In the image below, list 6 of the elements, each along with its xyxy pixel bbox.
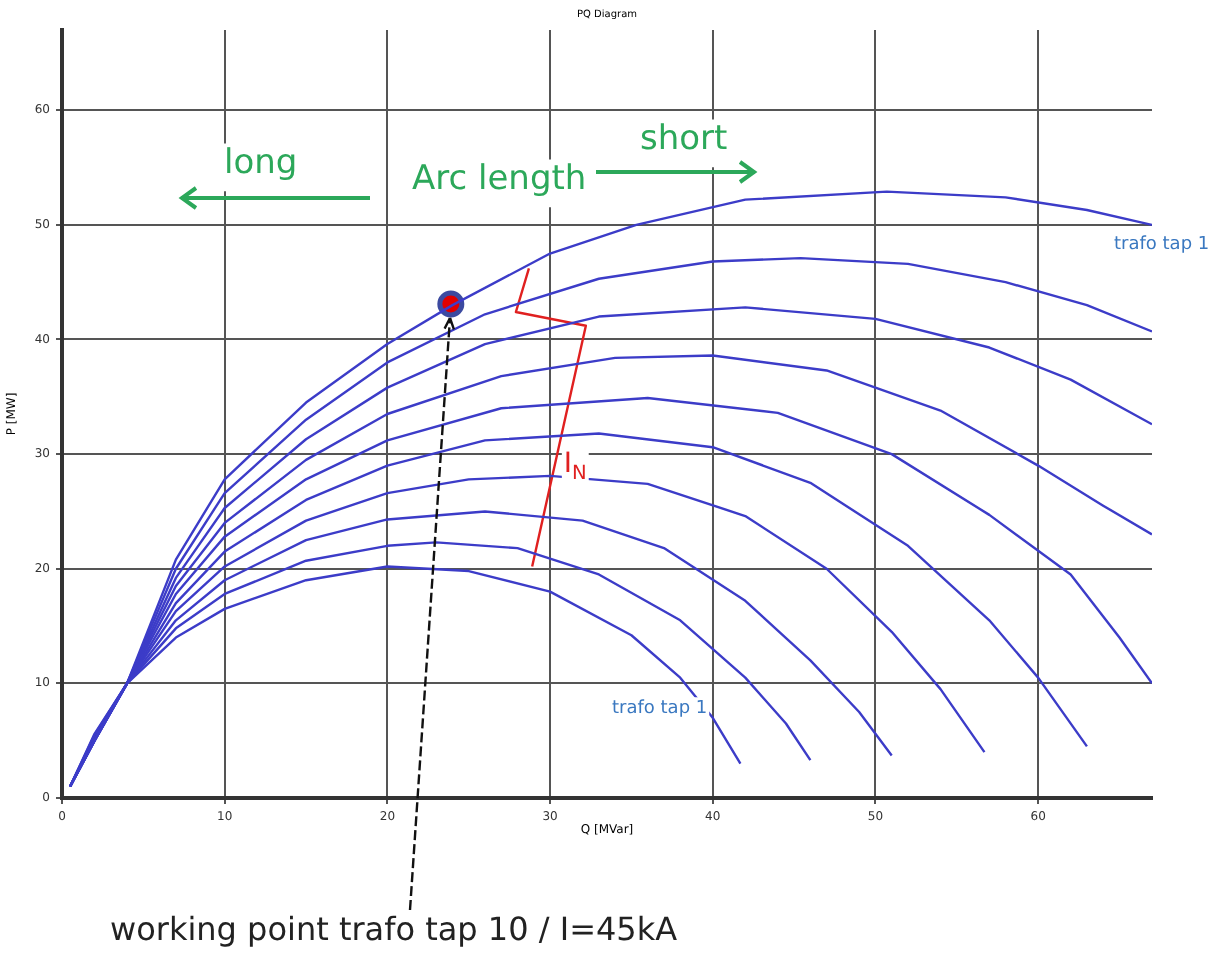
annotation: Arc length — [412, 158, 587, 199]
annotation: short — [640, 118, 729, 159]
annotation: trafo tap 1 — [1114, 234, 1210, 255]
annotation: long — [224, 142, 298, 183]
annotation: working point trafo tap 10 / I=45kA — [110, 910, 678, 949]
annotation: trafo tap 1 — [612, 698, 708, 719]
